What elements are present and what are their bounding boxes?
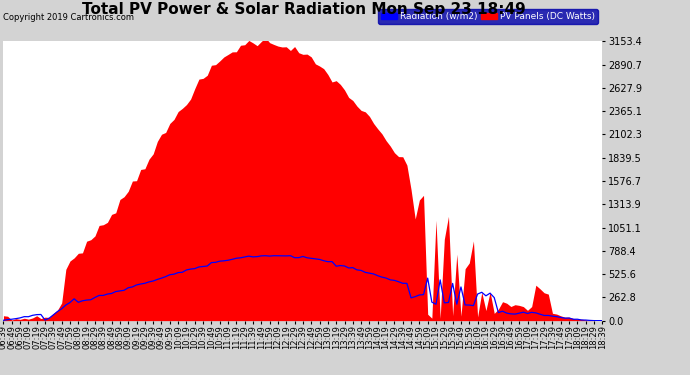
Text: Copyright 2019 Cartronics.com: Copyright 2019 Cartronics.com: [3, 13, 135, 22]
Text: Total PV Power & Solar Radiation Mon Sep 23 18:49: Total PV Power & Solar Radiation Mon Sep…: [81, 2, 526, 17]
Legend: Radiation (w/m2), PV Panels (DC Watts): Radiation (w/m2), PV Panels (DC Watts): [378, 9, 598, 24]
